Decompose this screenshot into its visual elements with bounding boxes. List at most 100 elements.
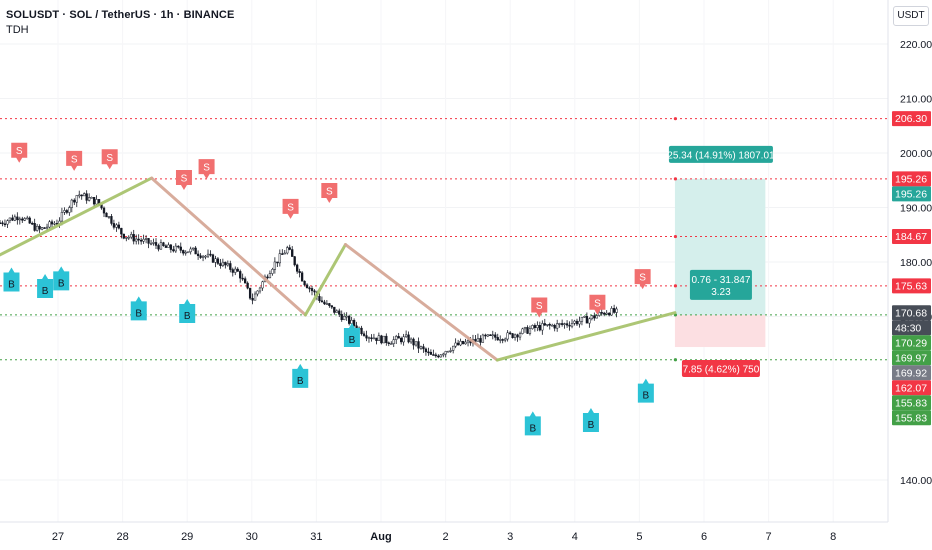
- candle-body: [18, 218, 21, 221]
- candle-body: [70, 199, 73, 208]
- candle-body: [78, 194, 81, 197]
- candle-body: [372, 337, 376, 340]
- sell-signal-letter: S: [326, 187, 333, 198]
- candle-body: [506, 332, 509, 340]
- candle-body: [6, 220, 9, 225]
- candle-body: [382, 335, 385, 344]
- sell-signal-marker: [589, 294, 606, 315]
- candle-body: [464, 341, 467, 345]
- ratio-label-1: 0.76 - 31.847: [691, 275, 750, 286]
- candle-body: [147, 238, 150, 244]
- candle-body: [31, 222, 34, 225]
- sell-signal-marker: [634, 269, 651, 290]
- candle-body: [50, 221, 54, 225]
- candle-body: [352, 319, 356, 327]
- candle-body: [92, 197, 96, 205]
- candle-body: [474, 339, 477, 342]
- x-tick-label: 5: [636, 531, 642, 543]
- candle-body: [454, 342, 457, 347]
- buy-signal-letter: B: [643, 391, 650, 402]
- candle-body: [90, 197, 93, 199]
- pivot-line-up: [0, 176, 154, 257]
- buy-signal-letter: B: [42, 286, 49, 297]
- pivot-lines: [0, 176, 677, 362]
- candle-body: [63, 210, 66, 213]
- candle-body: [162, 242, 165, 247]
- candle-body: [481, 334, 485, 343]
- candle-body: [182, 250, 185, 254]
- price-label-box: [892, 365, 931, 381]
- buy-signal-letter: B: [8, 279, 15, 290]
- sell-signal-marker: [282, 198, 299, 219]
- candle-body: [204, 255, 207, 258]
- candle-body: [271, 269, 274, 274]
- candle-body: [603, 312, 606, 315]
- candle-body: [65, 210, 69, 213]
- currency-button[interactable]: USDT: [893, 6, 929, 26]
- candle-body: [476, 338, 480, 342]
- candle-body: [127, 236, 130, 239]
- sell-signal-letter: S: [639, 273, 646, 284]
- candle-body: [172, 249, 175, 252]
- candle-body: [563, 323, 566, 325]
- candle-body: [437, 355, 440, 358]
- candle-body: [35, 225, 39, 231]
- candle-body: [303, 280, 306, 286]
- candle-body: [392, 339, 395, 344]
- candle-body: [551, 324, 554, 327]
- candle-body: [28, 217, 31, 224]
- candle-body: [528, 328, 532, 334]
- price-label-box: [892, 350, 931, 366]
- buy-signal-marker: [37, 273, 54, 298]
- x-tick-label: Aug: [370, 531, 391, 543]
- candle-body: [75, 195, 78, 203]
- candle-body: [1, 222, 4, 225]
- buy-signal-marker: [637, 378, 654, 403]
- candle-body: [244, 278, 247, 284]
- price-label: 170.68: [895, 307, 927, 319]
- buy-signal-letter: B: [297, 376, 304, 387]
- candle-body: [296, 264, 299, 272]
- candle-body: [548, 324, 551, 326]
- candle-body: [370, 337, 373, 339]
- candle-body: [546, 324, 549, 326]
- candle-body: [367, 337, 371, 339]
- sell-signal-letter: S: [536, 301, 543, 312]
- candle-body: [261, 281, 264, 289]
- candle-body: [377, 335, 381, 341]
- candle-body: [308, 287, 311, 290]
- buy-signal-letter: B: [184, 311, 191, 322]
- candle-body: [595, 315, 598, 319]
- candle-body: [385, 335, 388, 343]
- candle-body: [449, 350, 452, 352]
- candle-body: [323, 301, 326, 305]
- candle-body: [605, 312, 608, 315]
- candle-body: [531, 325, 534, 330]
- candle-body: [536, 325, 539, 328]
- candle-body: [112, 223, 116, 228]
- candle-body: [0, 222, 2, 225]
- candle-body: [496, 337, 499, 341]
- candle-body: [256, 290, 259, 295]
- candle-body: [293, 256, 296, 266]
- sell-signal-letter: S: [106, 153, 113, 164]
- candle-body: [95, 199, 98, 205]
- target-label: 25.34 (14.91%) 1807.01: [667, 150, 775, 161]
- candle-body: [226, 263, 229, 266]
- candle-body: [417, 341, 420, 349]
- price-label-box: [892, 278, 931, 294]
- price-label: 155.83: [895, 412, 927, 424]
- price-label-box: [892, 395, 931, 411]
- candle-body: [578, 320, 581, 325]
- buy-signal-letter: B: [58, 278, 65, 289]
- x-tick-label: 2: [443, 531, 449, 543]
- candle-body: [33, 223, 36, 231]
- pivot-line-down: [150, 176, 307, 317]
- candle-body: [313, 290, 316, 293]
- x-tick-label: 3: [507, 531, 513, 543]
- candle-body: [429, 351, 433, 355]
- buy-signal-marker: [3, 267, 20, 292]
- candle-body: [177, 245, 180, 248]
